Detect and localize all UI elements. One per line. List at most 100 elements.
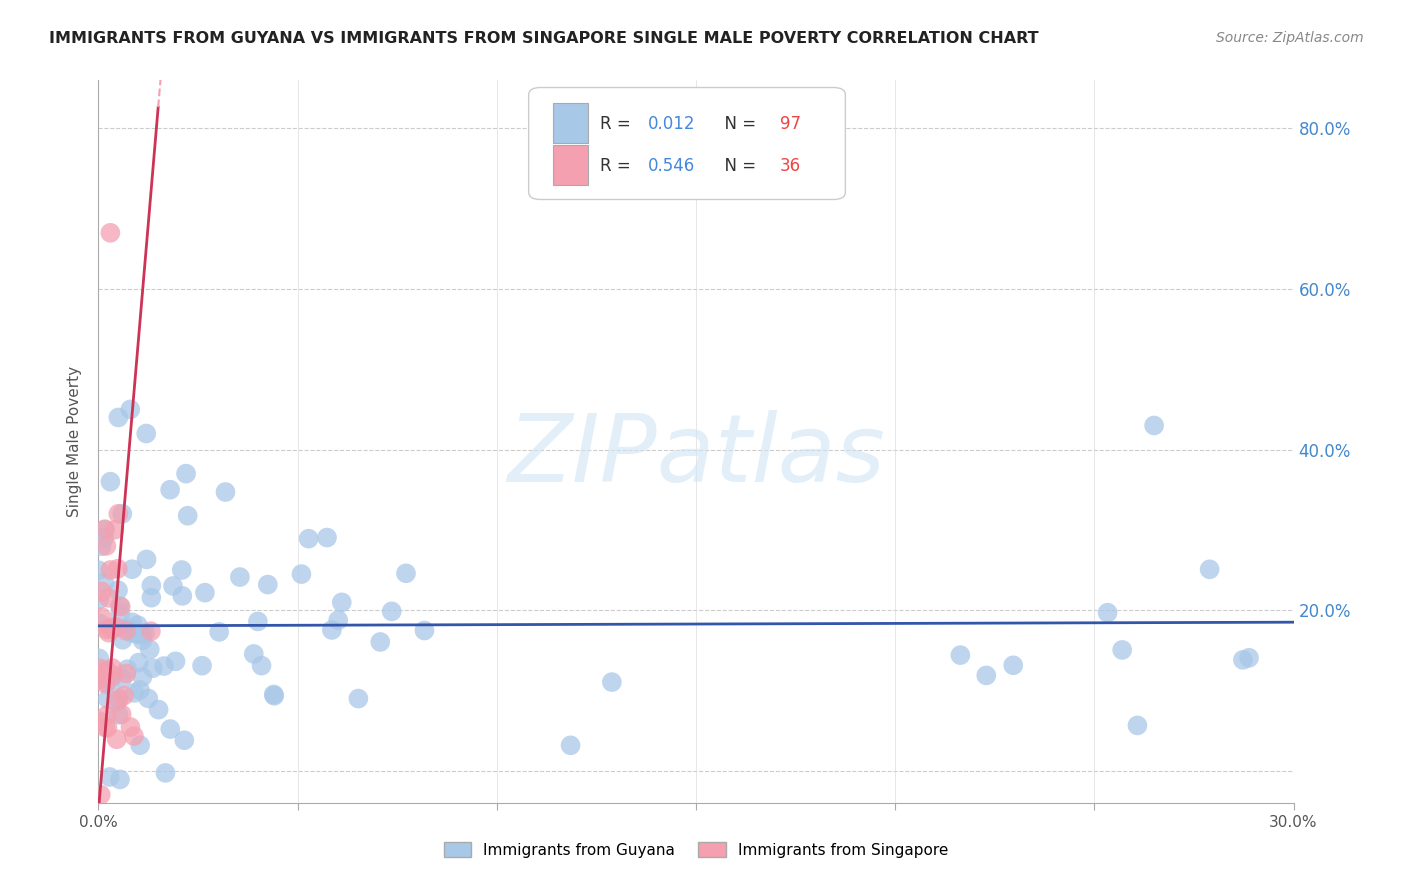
- Text: 0.012: 0.012: [648, 115, 696, 133]
- Point: [121, 626, 143, 640]
- Point: [87, 563, 110, 577]
- Point: [121, 562, 143, 576]
- Point: [96, 623, 118, 637]
- Text: 0.546: 0.546: [648, 156, 696, 175]
- FancyBboxPatch shape: [529, 87, 845, 200]
- Point: [1143, 418, 1166, 433]
- Point: [100, 673, 122, 688]
- Point: [111, 707, 134, 722]
- Point: [101, 661, 124, 675]
- Point: [290, 567, 312, 582]
- Point: [141, 591, 163, 605]
- Point: [1232, 653, 1254, 667]
- Point: [91, 672, 114, 686]
- Point: [1002, 658, 1025, 673]
- Point: [135, 552, 157, 566]
- Point: [136, 691, 159, 706]
- Point: [328, 613, 350, 627]
- Point: [191, 658, 214, 673]
- Point: [127, 618, 149, 632]
- Point: [298, 532, 321, 546]
- Bar: [553, 145, 589, 185]
- Point: [107, 707, 129, 722]
- Point: [111, 632, 134, 647]
- Point: [110, 607, 132, 621]
- Point: [98, 563, 122, 577]
- Point: [97, 591, 120, 605]
- Point: [90, 539, 112, 553]
- Point: [107, 507, 129, 521]
- Point: [117, 622, 139, 636]
- Point: [413, 624, 436, 638]
- Text: R =: R =: [600, 115, 637, 133]
- Point: [172, 589, 194, 603]
- Point: [105, 695, 128, 709]
- Point: [120, 720, 142, 734]
- Point: [395, 566, 418, 581]
- Point: [115, 624, 138, 638]
- Point: [174, 467, 197, 481]
- Point: [89, 616, 111, 631]
- Point: [347, 691, 370, 706]
- Point: [89, 661, 111, 675]
- Bar: [553, 103, 589, 143]
- Point: [103, 620, 125, 634]
- Point: [93, 575, 115, 590]
- Point: [100, 622, 122, 636]
- Point: [89, 651, 111, 665]
- Text: R =: R =: [600, 156, 637, 175]
- Text: 97: 97: [779, 115, 800, 133]
- Point: [96, 708, 118, 723]
- Point: [321, 623, 343, 637]
- Point: [93, 531, 115, 545]
- Point: [87, 673, 110, 687]
- Point: [173, 733, 195, 747]
- Point: [110, 599, 132, 614]
- Point: [250, 658, 273, 673]
- Point: [121, 615, 143, 630]
- Point: [165, 654, 187, 668]
- Point: [1237, 650, 1260, 665]
- Point: [101, 668, 124, 682]
- Text: N =: N =: [714, 156, 761, 175]
- Point: [107, 562, 129, 576]
- Point: [87, 714, 110, 728]
- Point: [94, 677, 117, 691]
- Point: [105, 732, 128, 747]
- Point: [111, 507, 134, 521]
- Text: 36: 36: [779, 156, 801, 175]
- Point: [96, 721, 118, 735]
- Point: [148, 703, 170, 717]
- Point: [229, 570, 252, 584]
- Point: [90, 610, 112, 624]
- Point: [97, 625, 120, 640]
- Point: [153, 659, 176, 673]
- Point: [159, 483, 181, 497]
- Point: [93, 663, 115, 677]
- Text: ZIPatlas: ZIPatlas: [508, 410, 884, 501]
- Point: [155, 765, 177, 780]
- Point: [107, 583, 129, 598]
- Y-axis label: Single Male Poverty: Single Male Poverty: [67, 366, 83, 517]
- Point: [115, 666, 138, 681]
- Point: [94, 522, 117, 536]
- Point: [89, 592, 111, 607]
- Point: [122, 729, 145, 743]
- Point: [263, 688, 285, 702]
- Point: [128, 656, 150, 670]
- Text: IMMIGRANTS FROM GUYANA VS IMMIGRANTS FROM SINGAPORE SINGLE MALE POVERTY CORRELAT: IMMIGRANTS FROM GUYANA VS IMMIGRANTS FRO…: [49, 31, 1039, 46]
- Point: [107, 690, 129, 705]
- Point: [214, 485, 236, 500]
- Point: [105, 620, 128, 634]
- Point: [134, 625, 156, 640]
- Point: [368, 635, 391, 649]
- Point: [1097, 606, 1119, 620]
- Point: [381, 604, 404, 618]
- Point: [107, 410, 129, 425]
- Point: [90, 788, 112, 802]
- Point: [256, 577, 278, 591]
- Point: [159, 722, 181, 736]
- Point: [330, 595, 353, 609]
- Point: [560, 739, 582, 753]
- Point: [194, 585, 217, 599]
